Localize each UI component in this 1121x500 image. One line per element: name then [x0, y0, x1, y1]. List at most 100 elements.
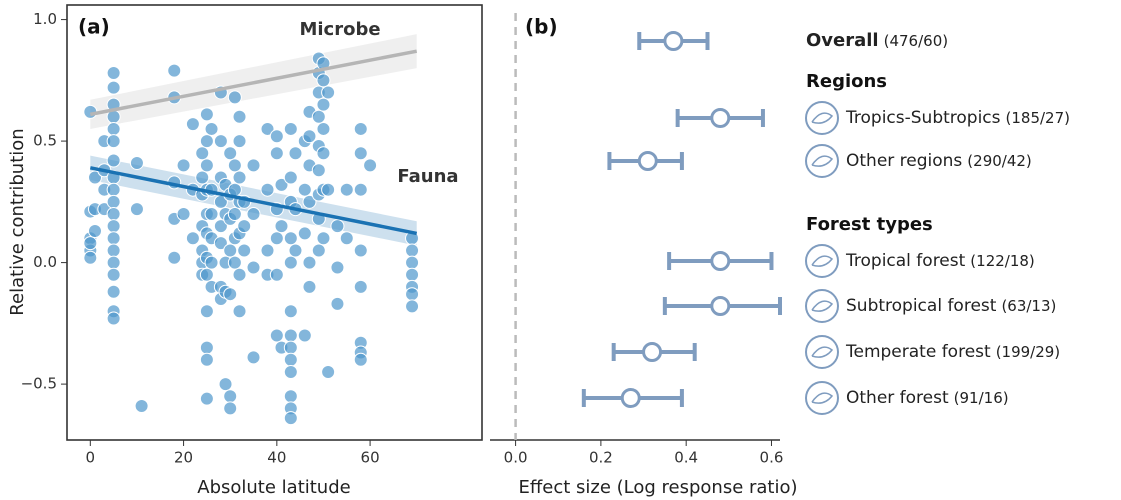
data-point	[311, 243, 326, 258]
data-point	[246, 206, 261, 221]
data-point	[405, 299, 420, 314]
data-point	[213, 134, 228, 149]
data-point	[321, 182, 336, 197]
data-point	[223, 389, 238, 404]
x-tick-label: 0.2	[589, 449, 613, 467]
data-point	[204, 255, 219, 270]
data-point	[353, 279, 368, 294]
data-point	[339, 231, 354, 246]
group-header: Forest types	[806, 214, 933, 235]
data-point	[283, 255, 298, 270]
row-count: (91/16)	[954, 389, 1009, 407]
data-point	[227, 90, 242, 105]
data-point	[129, 202, 144, 217]
row-name: Tropics-Subtropics	[845, 108, 1001, 128]
data-point	[274, 219, 289, 234]
icon-glyph	[811, 392, 834, 404]
data-point	[106, 255, 121, 270]
data-point	[283, 328, 298, 343]
data-point	[227, 255, 242, 270]
data-point	[134, 398, 149, 413]
estimate	[642, 342, 663, 362]
category-icon	[805, 335, 839, 369]
data-point	[232, 134, 247, 149]
data-point	[204, 121, 219, 136]
data-point	[353, 182, 368, 197]
x-tick-label: 0.4	[674, 449, 698, 467]
data-point	[106, 219, 121, 234]
data-point	[167, 63, 182, 78]
data-point	[227, 206, 242, 221]
data-point	[302, 279, 317, 294]
data-point	[199, 158, 214, 173]
plot-frame	[66, 4, 483, 441]
category-icon	[805, 244, 839, 278]
data-point	[269, 328, 284, 343]
row-count: (185/27)	[1006, 109, 1070, 127]
data-point	[218, 377, 233, 392]
y-tick-label: −0.5	[21, 375, 57, 393]
x-tick-label: 60	[361, 449, 380, 467]
icon-glyph	[811, 300, 834, 312]
row-label: Other regions (290/42)	[846, 151, 1032, 171]
y-tick-label: 0.0	[33, 253, 57, 271]
data-point	[269, 231, 284, 246]
data-point	[311, 163, 326, 178]
data-point	[283, 170, 298, 185]
data-point	[223, 243, 238, 258]
row-name: Other forest	[846, 388, 949, 408]
data-point	[297, 226, 312, 241]
data-point	[199, 267, 214, 282]
category-icon	[805, 144, 839, 178]
data-point	[232, 304, 247, 319]
data-point	[302, 255, 317, 270]
data-point	[167, 250, 182, 265]
data-point	[302, 129, 317, 144]
data-point	[199, 134, 214, 149]
icon-glyph	[811, 155, 834, 167]
data-point	[106, 206, 121, 221]
data-point	[283, 340, 298, 355]
data-point	[87, 170, 102, 185]
estimate	[637, 151, 658, 171]
x-tick-label: 0.6	[760, 449, 784, 467]
category-icon	[805, 289, 839, 323]
data-point	[321, 85, 336, 100]
data-point	[330, 260, 345, 275]
data-point	[269, 267, 284, 282]
panel-label: (b)	[525, 15, 558, 39]
row-label: Tropical forest (122/18)	[845, 251, 1035, 271]
y-axis-label: Relative contribution	[7, 128, 28, 315]
data-point	[195, 146, 210, 161]
data-point	[199, 340, 214, 355]
data-point	[283, 389, 298, 404]
data-point	[288, 243, 303, 258]
data-point	[297, 182, 312, 197]
row-label: Subtropical forest (63/13)	[846, 296, 1056, 316]
data-point	[246, 350, 261, 365]
data-point	[199, 107, 214, 122]
data-point	[106, 153, 121, 168]
data-point	[246, 158, 261, 173]
data-point	[227, 158, 242, 173]
row-count: (199/29)	[996, 343, 1060, 361]
fit-line	[89, 166, 418, 236]
icon-glyph	[811, 112, 834, 124]
estimate	[710, 108, 731, 128]
data-point	[330, 219, 345, 234]
row-name: Temperate forest	[845, 342, 991, 362]
fit-label: Microbe	[299, 19, 380, 40]
data-point	[316, 231, 331, 246]
data-point	[246, 260, 261, 275]
row-label: Temperate forest (199/29)	[845, 342, 1060, 362]
data-point	[106, 243, 121, 258]
data-point	[176, 158, 191, 173]
data-point	[302, 194, 317, 209]
estimate	[710, 251, 731, 271]
data-point	[260, 121, 275, 136]
y-tick-label: 1.0	[33, 10, 57, 28]
data-point	[176, 206, 191, 221]
data-point	[237, 219, 252, 234]
data-point	[106, 284, 121, 299]
row-name: Overall	[806, 30, 879, 51]
